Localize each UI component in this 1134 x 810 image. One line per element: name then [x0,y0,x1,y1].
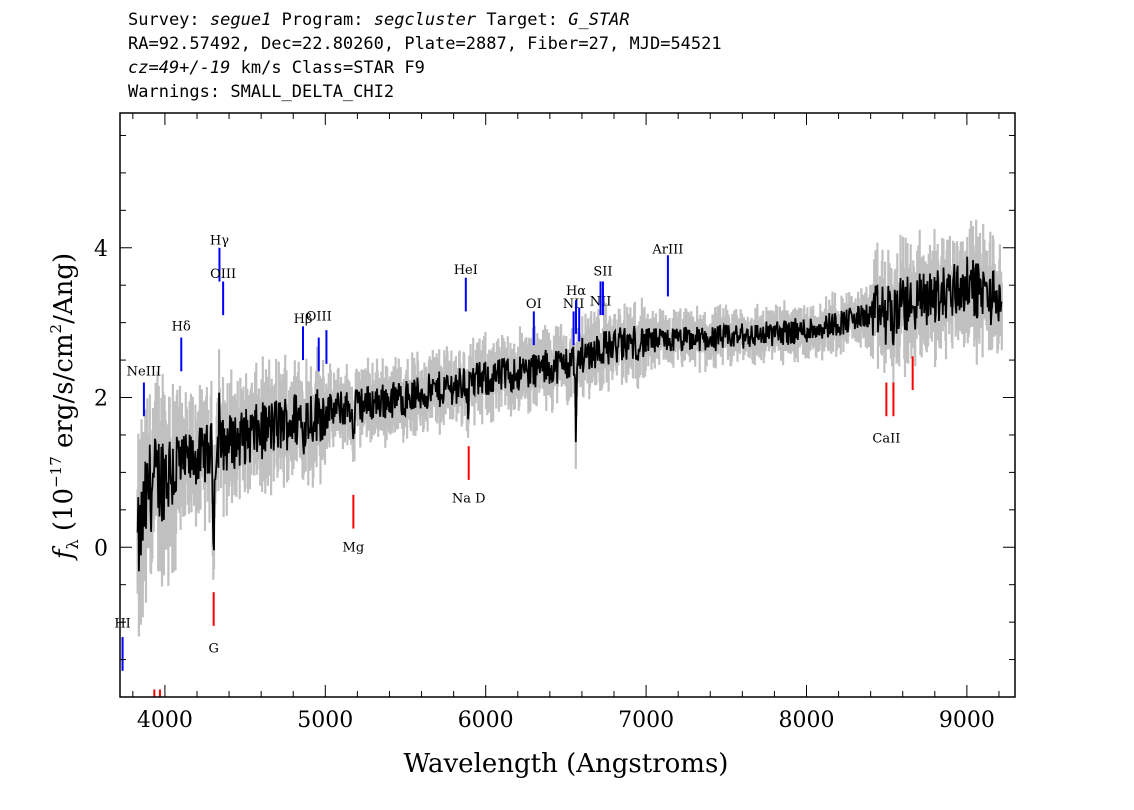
x-tick-label: 8000 [778,708,834,733]
y-axis-label: fλ (10−17 erg/s/cm2/Ang) [47,253,82,561]
y-label-exp2: 2 [47,324,65,334]
cz-rest: km/s Class=STAR F9 [240,58,425,78]
emission-line-label: Hβ [294,312,313,327]
x-tick-label: 9000 [939,708,995,733]
emission-line-label: HeI [454,263,478,278]
plot-frame [119,112,1016,698]
y-tick-label: 0 [94,536,108,561]
x-tick-label: 4000 [137,708,193,733]
emission-line-label: NeIII [127,364,161,379]
emission-line-label: SII [593,265,612,280]
flux-line [136,256,1003,572]
program-key: Program: [281,10,364,30]
absorption-line-label: Na D [452,492,486,507]
emission-line-label: Hγ [210,233,229,248]
flux-spectrum [136,256,1003,572]
absorption-line-label: CaII [872,432,900,447]
cz-value: cz=49+/-19 [128,58,231,78]
emission-line-label: OIII [306,310,332,325]
header-line-survey: Survey: segue1 Program: segcluster Targe… [128,8,722,32]
absorption-line-label: Mg [343,540,365,555]
y-tick-label: 2 [94,387,108,412]
emission-line-label: OIII [210,267,236,282]
y-label-main: (10 [49,488,79,540]
emission-line-label: ArIII [651,242,683,257]
emission-line-label: HI [114,617,130,632]
x-tick-label: 7000 [618,708,674,733]
header-line-warnings: Warnings: SMALL_DELTA_CHI2 [128,82,395,102]
program-value: segcluster [373,10,477,30]
header-line-coords: RA=92.57492, Dec=22.80260, Plate=2887, F… [128,34,722,54]
plot-axes: 4000 5000 6000 7000 8000 9000 0 2 4 [94,112,1016,733]
y-label-exp: −17 [47,456,65,488]
target-value: G_STAR [568,10,630,30]
emission-line-label: Hα [566,284,586,299]
y-label-sub: λ [63,539,82,549]
survey-value: segue1 [209,10,272,30]
x-tick-label: 5000 [297,708,353,733]
spectrum-header: Survey: segue1 Program: segcluster Targe… [128,8,722,104]
y-label-tail: /Ang) [49,253,79,324]
emission-line-label: OI [526,297,542,312]
emission-line-label: Hδ [172,319,191,334]
survey-key: Survey: [128,10,200,30]
target-key: Target: [486,10,558,30]
y-tick-label: 4 [94,237,108,262]
x-axis-label: Wavelength (Angstroms) [404,749,729,779]
y-label-units: erg/s/cm [49,333,79,456]
header-line-redshift: cz=49+/-19 km/s Class=STAR F9 [128,56,722,80]
x-tick-label: 6000 [458,708,514,733]
emission-line-label: NII [590,295,612,310]
absorption-line-label: G [208,641,218,656]
